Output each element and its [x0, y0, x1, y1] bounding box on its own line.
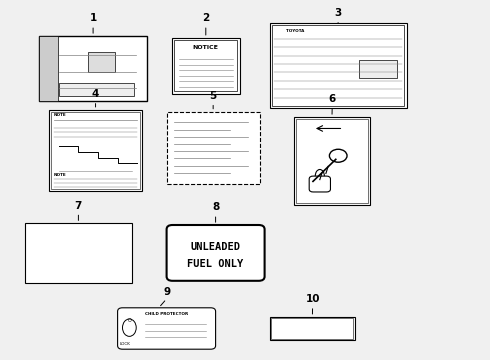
FancyBboxPatch shape	[167, 112, 260, 184]
FancyBboxPatch shape	[272, 25, 404, 106]
Text: NOTE: NOTE	[54, 174, 67, 177]
FancyBboxPatch shape	[24, 223, 132, 283]
FancyBboxPatch shape	[270, 23, 407, 108]
Text: CHILD PROTECTOR: CHILD PROTECTOR	[145, 312, 188, 316]
FancyBboxPatch shape	[294, 117, 370, 205]
FancyBboxPatch shape	[296, 119, 368, 203]
Text: 2: 2	[202, 13, 209, 23]
FancyBboxPatch shape	[118, 308, 216, 349]
Text: UNLEADED: UNLEADED	[191, 242, 241, 252]
FancyBboxPatch shape	[49, 110, 142, 191]
Text: NOTE: NOTE	[54, 113, 67, 117]
Text: 4: 4	[92, 89, 99, 99]
Text: 6: 6	[329, 94, 336, 104]
FancyBboxPatch shape	[309, 176, 330, 192]
FancyBboxPatch shape	[270, 317, 355, 340]
Text: 5: 5	[210, 91, 217, 101]
Text: 3: 3	[335, 8, 342, 18]
Text: 10: 10	[305, 294, 320, 304]
Text: NOTICE: NOTICE	[193, 45, 219, 50]
FancyBboxPatch shape	[39, 36, 147, 101]
Text: 7: 7	[74, 201, 82, 211]
Text: 9: 9	[163, 287, 170, 297]
FancyBboxPatch shape	[174, 40, 237, 91]
Text: LOCK: LOCK	[120, 342, 130, 346]
Text: TOYOTA: TOYOTA	[286, 29, 304, 33]
Text: 1: 1	[90, 13, 97, 23]
FancyBboxPatch shape	[167, 225, 265, 281]
FancyBboxPatch shape	[39, 36, 57, 101]
Text: FUEL ONLY: FUEL ONLY	[188, 259, 244, 269]
FancyBboxPatch shape	[59, 83, 134, 96]
FancyBboxPatch shape	[88, 52, 115, 72]
FancyBboxPatch shape	[51, 112, 140, 189]
Text: 8: 8	[212, 202, 219, 212]
Text: O: O	[127, 318, 131, 323]
FancyBboxPatch shape	[359, 60, 397, 78]
FancyBboxPatch shape	[271, 318, 353, 339]
FancyBboxPatch shape	[172, 38, 240, 94]
Ellipse shape	[122, 319, 136, 336]
